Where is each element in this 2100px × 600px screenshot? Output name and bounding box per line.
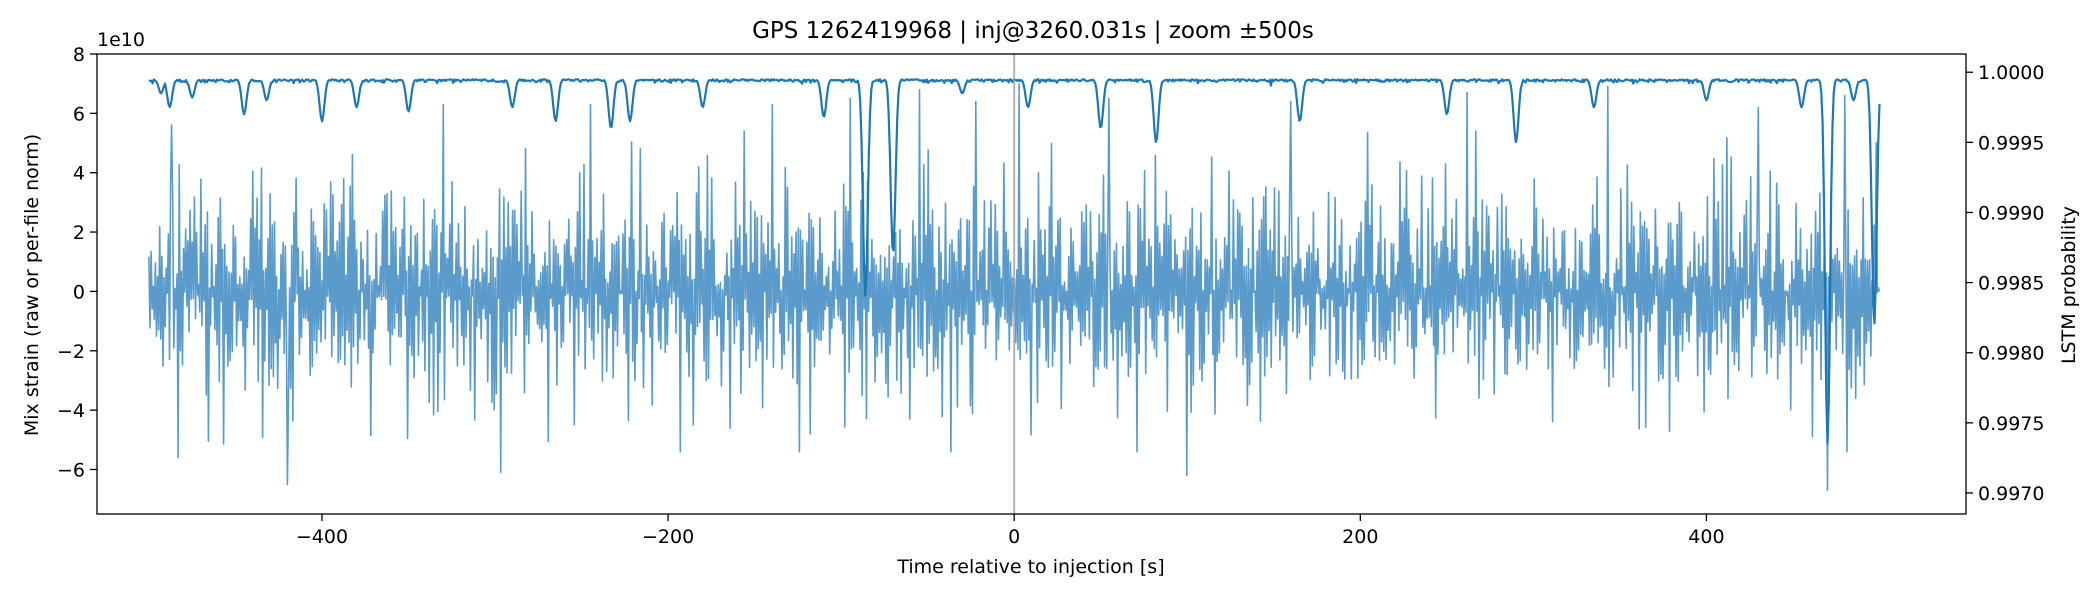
y-right-tick-label: 0.9975 <box>1978 413 2044 435</box>
y-left-tick-label: −2 <box>57 341 85 363</box>
y-left-tick-label: −6 <box>57 459 85 481</box>
y-left-tick-label: −4 <box>57 400 85 422</box>
y-left-tick-label: 6 <box>73 103 85 125</box>
y-left-tick-label: 4 <box>73 163 85 185</box>
x-tick-label: 200 <box>1342 526 1378 548</box>
x-tick-label: −200 <box>642 526 694 548</box>
y-left-axis: −6 −4 −2 0 2 4 6 8 <box>57 44 97 481</box>
chart-title: GPS 1262419968 | inj@3260.031s | zoom ±5… <box>752 18 1314 44</box>
y-left-tick-label: 2 <box>73 222 85 244</box>
x-tick-label: −400 <box>296 526 348 548</box>
y-left-tick-label: 0 <box>73 281 85 303</box>
y-right-axis-label: LSTM probability <box>2058 206 2080 364</box>
y-right-tick-label: 0.9990 <box>1978 202 2044 224</box>
y-right-tick-label: 0.9970 <box>1978 483 2044 505</box>
x-tick-label: 400 <box>1688 526 1724 548</box>
y-left-tick-label: 8 <box>73 44 85 66</box>
x-tick-label: 0 <box>1008 526 1020 548</box>
y-right-tick-label: 0.9980 <box>1978 343 2044 365</box>
x-axis: −400 −200 0 200 400 <box>296 514 1725 548</box>
y-right-tick-label: 1.0000 <box>1978 62 2044 84</box>
y-right-tick-label: 0.9995 <box>1978 132 2044 154</box>
y-left-axis-label: Mix strain (raw or per-file norm) <box>21 134 43 436</box>
y-right-tick-label: 0.9985 <box>1978 273 2044 295</box>
y-right-axis: 0.9970 0.9975 0.9980 0.9985 0.9990 0.9995 1.00… <box>1966 62 2044 505</box>
x-axis-label: Time relative to injection [s] <box>896 556 1164 578</box>
plot-frame <box>96 53 1967 515</box>
left-axis-offset-text: 1e10 <box>97 29 145 51</box>
